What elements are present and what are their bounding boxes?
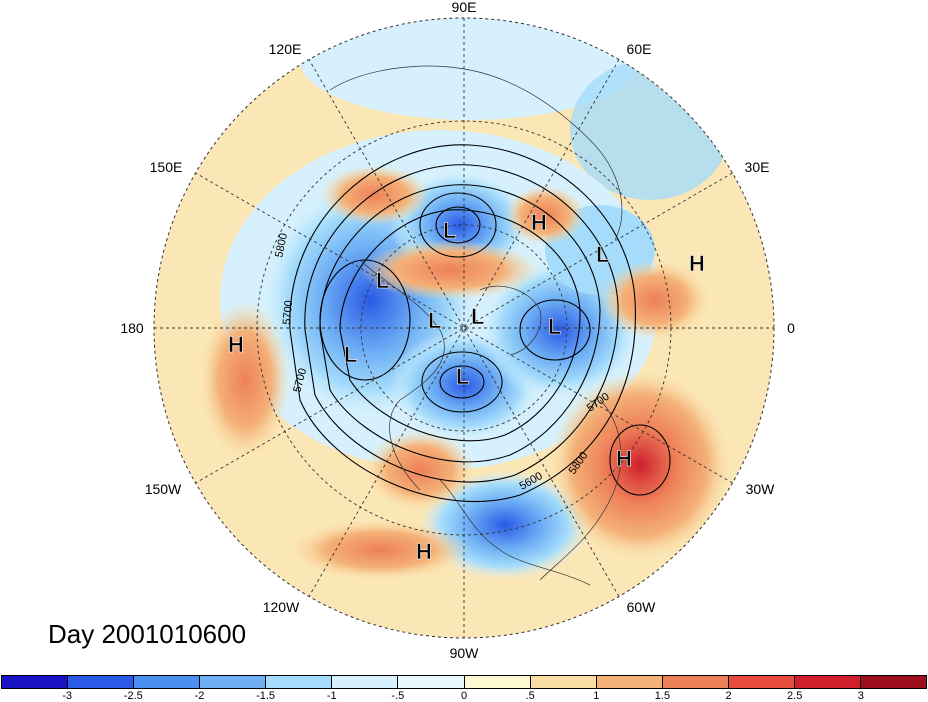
colorbar-tick-label: 2 [725,690,732,702]
low-center-label: L [548,314,561,339]
colorbar-swatch [68,676,135,688]
colorbar-swatch [728,676,795,688]
lon-label-150e: 150E [150,159,183,175]
colorbar-tick-label: 1 [593,690,600,702]
colorbar-tick-label: -1.5 [256,690,276,702]
anomaly-field [154,18,774,638]
colorbar-tick-label: 0 [460,690,468,702]
low-center-label: L [456,364,469,389]
lon-label-30e: 30E [745,159,770,175]
colorbar-swatch [794,676,862,688]
lon-label-120w: 120W [263,599,300,615]
lon-label-30w: 30W [746,481,776,497]
colorbar-swatch [134,676,201,688]
map-boundary [153,17,775,639]
lon-label-90e: 90E [452,0,477,15]
low-center-label: L [443,218,456,243]
high-center-label: H [616,446,632,471]
high-center-label: H [416,539,432,564]
contour-label-5700-a: 5700 [281,300,295,325]
colorbar-tick-label: .5 [525,690,535,702]
colorbar-swatch [200,676,267,688]
colorbar-swatch [530,676,597,688]
colorbar-tick-label: 1.5 [654,690,671,702]
colorbar-tick-label: 3 [857,690,864,702]
colorbar-swatch [861,676,927,688]
height-contours [289,144,671,503]
lon-label-0: 0 [787,320,795,336]
lon-label-180: 180 [120,320,144,336]
lon-label-60e: 60E [627,41,652,57]
graticule [154,18,774,638]
colorbar-swatch [662,676,729,688]
colorbar-swatch [332,676,399,688]
low-center-label: L [428,308,441,333]
low-center-label: L [376,268,389,293]
colorbar-swatch [596,676,663,688]
date-label: Day 2001010600 [48,619,247,649]
high-center-label: H [228,332,244,357]
longitude-labels: 90E 60E 30E 0 30W 60W 90W 120W 150W 180 … [120,0,795,661]
contour-label-5800-west: 5800 [273,232,290,258]
pressure-centers: H L L H L L L L H L L H H [228,210,705,565]
colorbar-swatch [266,676,333,688]
low-center-label: L [596,242,609,267]
colorbar-tick-label: -1 [326,690,337,702]
lon-label-60w: 60W [627,599,657,615]
colorbar-tick-label: -3 [62,690,73,702]
lon-label-150w: 150W [145,481,182,497]
colorbar [1,675,927,689]
lon-label-120e: 120E [269,41,302,57]
colorbar-tick-label: -2.5 [123,690,143,702]
colorbar-tick-label: -2 [194,690,205,702]
colorbar-swatch [398,676,465,688]
colorbar-tick-label: 2.5 [787,690,803,702]
colorbar-tick-label: -.5 [391,690,405,702]
coastlines [329,65,623,586]
colorbar-swatch [464,676,531,688]
low-center-label: L [344,342,357,367]
high-center-label: H [531,210,547,235]
lon-label-90w: 90W [450,645,480,661]
high-center-label: H [689,251,705,276]
low-center-label: L [471,304,484,329]
colorbar-swatch [2,676,69,688]
